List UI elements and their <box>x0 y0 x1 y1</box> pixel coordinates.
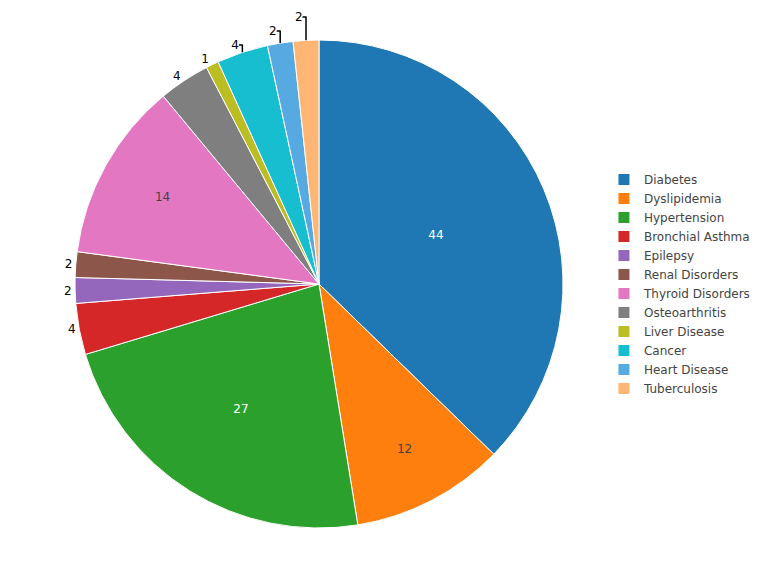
svg-text:Heart Disease: Heart Disease <box>644 363 728 377</box>
svg-text:Epilepsy: Epilepsy <box>644 249 694 263</box>
svg-text:Tuberculosis: Tuberculosis <box>643 382 718 396</box>
svg-text:2: 2 <box>295 10 303 24</box>
svg-text:1: 1 <box>201 52 209 66</box>
svg-text:Diabetes: Diabetes <box>644 173 697 187</box>
svg-text:2: 2 <box>64 284 72 298</box>
svg-text:Dyslipidemia: Dyslipidemia <box>644 192 722 206</box>
svg-text:Liver Disease: Liver Disease <box>644 325 724 339</box>
svg-text:4: 4 <box>231 38 239 52</box>
svg-text:4: 4 <box>68 322 76 336</box>
svg-text:Hypertension: Hypertension <box>644 211 724 225</box>
svg-text:Thyroid Disorders: Thyroid Disorders <box>643 287 750 301</box>
svg-text:2: 2 <box>269 24 277 38</box>
svg-text:14: 14 <box>155 190 170 204</box>
svg-text:12: 12 <box>397 442 412 456</box>
svg-text:27: 27 <box>233 402 248 416</box>
svg-text:Renal Disorders: Renal Disorders <box>644 268 738 282</box>
svg-text:2: 2 <box>65 257 73 271</box>
svg-text:Cancer: Cancer <box>644 344 686 358</box>
svg-text:44: 44 <box>428 228 443 242</box>
svg-text:4: 4 <box>173 69 181 83</box>
svg-text:Bronchial Asthma: Bronchial Asthma <box>644 230 750 244</box>
svg-text:Osteoarthritis: Osteoarthritis <box>644 306 726 320</box>
